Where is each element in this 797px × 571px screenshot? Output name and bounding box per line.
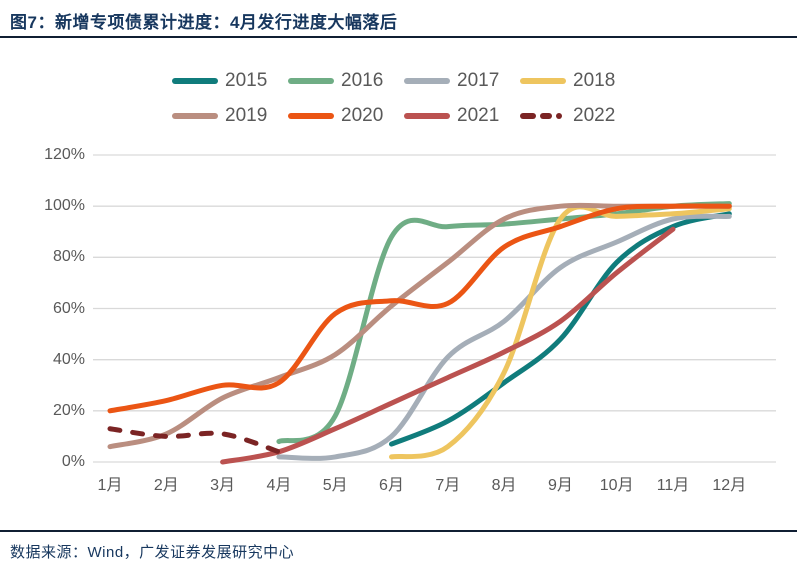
figure-title: 图7：新增专项债累计进度：4月发行进度大幅落后 <box>10 13 398 32</box>
y-tick-label: 60% <box>52 299 85 317</box>
title-divider <box>0 36 797 38</box>
legend-item-2017: 2017 <box>404 70 520 92</box>
series-2020-line <box>107 203 732 414</box>
x-tick-label: 3月 <box>210 477 236 494</box>
x-tick-label: 12月 <box>712 477 747 494</box>
y-tick-label: 80% <box>52 248 85 266</box>
x-tick-label: 2月 <box>153 477 179 494</box>
x-tick-label: 10月 <box>599 477 634 494</box>
legend-item-2020: 2020 <box>288 105 404 127</box>
data-source: 数据来源：Wind，广发证券发展研究中心 <box>10 544 295 561</box>
legend-swatch <box>404 78 450 84</box>
series-2022-line <box>107 426 282 455</box>
legend-label: 2018 <box>573 70 616 91</box>
legend-swatch-dashed <box>520 113 566 119</box>
y-tick-label: 40% <box>52 350 85 368</box>
legend-swatch <box>172 78 218 84</box>
y-tick-label: 20% <box>52 401 85 419</box>
series-2021-line <box>220 226 676 465</box>
x-tick-label: 1月 <box>97 477 123 494</box>
dash-segment <box>540 113 553 119</box>
legend-swatch <box>288 78 334 84</box>
y-tick-label: 0% <box>61 453 85 470</box>
legend-item-2019: 2019 <box>172 105 288 127</box>
legend-label: 2015 <box>225 70 268 91</box>
series-2018-line <box>389 204 732 460</box>
legend-label: 2020 <box>341 105 384 126</box>
series-2017-line <box>276 213 732 461</box>
x-tick-label: 9月 <box>547 477 573 494</box>
x-tick-label: 11月 <box>656 477 690 494</box>
dash-segment <box>520 113 537 119</box>
chart-legend: 2015 2016 2017 2018 2019 2020 2021 2022 <box>172 70 636 127</box>
x-tick-label: 5月 <box>322 477 348 494</box>
legend-swatch <box>172 113 218 119</box>
legend-item-2022: 2022 <box>520 105 636 127</box>
legend-label: 2021 <box>457 105 500 126</box>
x-tick-label: 8月 <box>491 477 517 494</box>
x-tick-label: 7月 <box>435 477 461 494</box>
legend-item-2016: 2016 <box>288 70 404 92</box>
x-tick-label: 6月 <box>379 477 404 494</box>
footer-divider <box>0 530 797 532</box>
legend-swatch <box>288 113 334 119</box>
legend-label: 2022 <box>573 105 616 126</box>
y-tick-label: 100% <box>44 197 85 215</box>
legend-label: 2016 <box>341 70 384 91</box>
dash-segment <box>556 113 563 119</box>
legend-item-2015: 2015 <box>172 70 288 92</box>
legend-swatch <box>404 113 450 119</box>
series-2016-line <box>276 201 732 445</box>
x-tick-label: 4月 <box>266 477 292 494</box>
legend-item-2021: 2021 <box>404 105 520 127</box>
series-2015-line <box>389 211 732 447</box>
legend-swatch <box>520 78 566 84</box>
legend-label: 2019 <box>225 105 268 126</box>
y-tick-label: 120% <box>44 146 85 163</box>
legend-item-2018: 2018 <box>520 70 636 92</box>
legend-label: 2017 <box>457 70 500 91</box>
